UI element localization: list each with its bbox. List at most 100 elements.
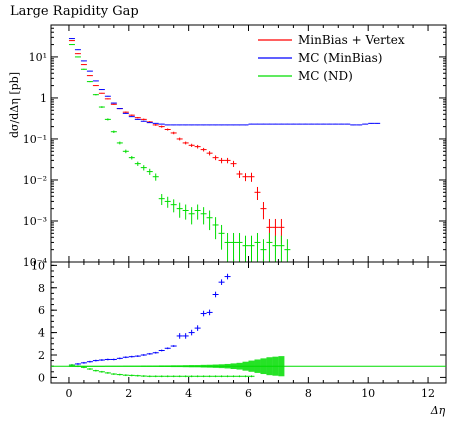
uncertainty-band	[194, 365, 201, 368]
data-point-mc-minbias-	[212, 124, 219, 126]
data-point-minbias-vertex	[230, 160, 237, 167]
data-point-mc-nd-	[224, 232, 231, 262]
y-tick-label-ratio: 8	[38, 282, 45, 295]
data-point-minbias-vertex	[248, 172, 255, 182]
ratio-point-mc-minbias-	[188, 329, 195, 336]
ratio-point-mc-nd-	[200, 375, 207, 378]
data-point-mc-minbias-	[194, 124, 201, 126]
x-tick-label: 4	[185, 387, 192, 400]
ratio-point-mc-nd-	[152, 375, 159, 378]
data-point-mc-nd-	[242, 235, 249, 262]
ratio-point-mc-nd-	[140, 375, 147, 377]
data-point-mc-nd-	[236, 232, 243, 262]
uncertainty-band	[86, 365, 93, 367]
uncertainty-band	[254, 359, 261, 373]
data-point-mc-nd-	[254, 232, 261, 262]
ratio-point-mc-minbias-	[182, 333, 189, 339]
ratio-point-mc-nd-	[128, 374, 135, 377]
data-point-minbias-vertex	[158, 125, 165, 128]
data-point-mc-nd-	[194, 204, 201, 220]
data-point-mc-nd-	[152, 173, 159, 181]
ratio-point-mc-minbias-	[224, 273, 231, 280]
data-point-minbias-vertex	[170, 131, 177, 135]
uncertainty-band	[248, 360, 255, 372]
ratio-point-mc-nd-	[206, 375, 213, 378]
data-point-mc-minbias-	[314, 123, 321, 125]
data-point-mc-nd-	[230, 232, 237, 262]
ratio-point-mc-nd-	[188, 375, 195, 378]
uncertainty-band	[278, 356, 285, 377]
ratio-point-mc-minbias-	[140, 354, 147, 356]
uncertainty-band	[206, 364, 213, 368]
ratio-point-mc-nd-	[182, 375, 189, 378]
uncertainty-band	[236, 362, 243, 370]
y-tick-label-ratio: 6	[38, 304, 45, 317]
ratio-point-mc-minbias-	[212, 291, 219, 298]
data-point-mc-nd-	[110, 130, 117, 134]
ratio-point-mc-minbias-	[110, 358, 117, 361]
data-point-mc-nd-	[86, 81, 93, 83]
data-point-mc-nd-	[266, 232, 273, 262]
legend-label: MC (ND)	[298, 69, 353, 83]
data-point-minbias-vertex	[104, 98, 111, 100]
ratio-point-mc-minbias-	[116, 357, 123, 360]
ratio-point-mc-nd-	[80, 366, 87, 369]
data-point-mc-nd-	[176, 202, 183, 218]
ratio-point-mc-nd-	[134, 374, 141, 377]
x-tick-label: 0	[65, 387, 72, 400]
data-point-mc-minbias-	[200, 124, 207, 126]
data-point-mc-minbias-	[308, 123, 315, 125]
x-tick-label: 12	[421, 387, 435, 400]
data-point-minbias-vertex	[242, 173, 249, 182]
data-point-mc-nd-	[260, 239, 267, 262]
uncertainty-band	[92, 365, 99, 367]
data-point-mc-nd-	[122, 149, 129, 154]
ratio-point-mc-minbias-	[134, 355, 141, 358]
data-point-mc-nd-	[140, 165, 147, 171]
ratio-point-mc-minbias-	[86, 360, 93, 363]
chart-title: Large Rapidity Gap	[10, 4, 139, 19]
data-point-mc-minbias-	[230, 124, 237, 126]
uncertainty-band	[122, 365, 129, 367]
ratio-point-mc-nd-	[248, 375, 255, 378]
data-point-mc-minbias-	[182, 124, 189, 126]
ratio-point-mc-minbias-	[80, 361, 87, 364]
data-point-mc-minbias-	[68, 38, 75, 40]
data-point-mc-minbias-	[236, 124, 243, 126]
ratio-point-mc-minbias-	[92, 359, 99, 362]
y-tick-label: 10¹	[29, 51, 47, 64]
data-point-mc-minbias-	[164, 124, 171, 126]
data-point-mc-nd-	[278, 235, 285, 262]
data-point-mc-minbias-	[104, 95, 111, 97]
data-point-mc-nd-	[80, 68, 87, 70]
data-point-mc-minbias-	[98, 89, 105, 91]
ratio-point-mc-minbias-	[104, 358, 111, 361]
legend-label: MC (MinBias)	[298, 51, 382, 65]
ratio-point-mc-nd-	[176, 375, 183, 378]
ratio-point-mc-nd-	[212, 375, 219, 378]
data-point-mc-minbias-	[350, 124, 357, 126]
x-tick-label: 10	[361, 387, 375, 400]
x-tick-label: 8	[305, 387, 312, 400]
uncertainty-band	[80, 365, 87, 367]
y-tick-label-ratio: 0	[38, 371, 45, 384]
uncertainty-band	[260, 358, 267, 375]
ratio-point-mc-minbias-	[122, 356, 129, 359]
ratio-point-mc-minbias-	[98, 359, 105, 361]
data-point-minbias-vertex	[122, 111, 129, 113]
data-point-mc-minbias-	[374, 122, 381, 124]
y-tick-label: 10⁻²	[23, 174, 47, 187]
main-panel: 10⁻⁴ 10⁻³ 10⁻² 10⁻¹ 1 10¹ MinBias + Vertex MC (…	[23, 24, 447, 269]
data-point-minbias-vertex	[92, 85, 99, 87]
uncertainty-band	[164, 365, 171, 367]
uncertainty-band	[272, 356, 279, 376]
uncertainty-band	[98, 365, 105, 367]
y-tick-label-ratio: 4	[38, 327, 45, 340]
data-point-mc-minbias-	[152, 122, 159, 124]
data-point-mc-nd-	[200, 207, 207, 225]
uncertainty-band	[170, 365, 177, 368]
ratio-point-mc-nd-	[116, 373, 123, 376]
ratio-point-mc-minbias-	[74, 363, 81, 365]
uncertainty-band	[110, 365, 117, 367]
data-point-minbias-vertex	[182, 141, 189, 145]
